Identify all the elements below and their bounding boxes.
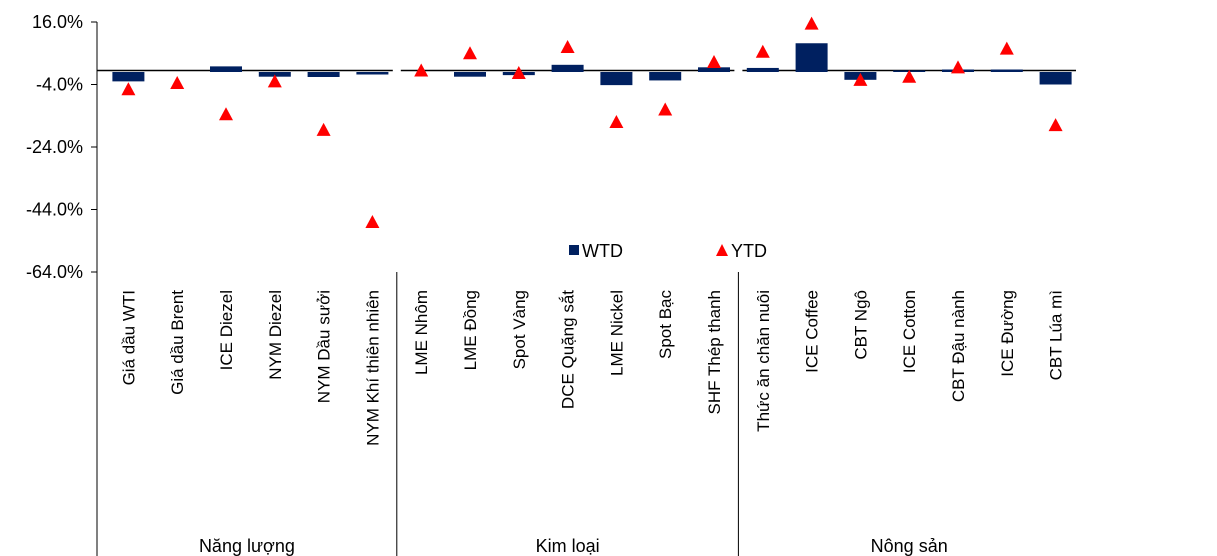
ytd-marker [755,44,770,58]
legend-wtd-label: WTD [582,241,623,261]
y-tick-label: -4.0% [36,75,83,95]
legend-ytd-swatch [716,244,728,256]
category-label: CBT Ngô [851,290,870,360]
ytd-marker [463,46,477,60]
y-axis: 16.0% -4.0% -24.0% -44.0% -64.0% [26,12,98,556]
category-label: NYM Khí thiên nhiên [363,290,382,446]
ytd-marker [658,102,673,116]
wtd-bar [1039,72,1072,85]
category-label: Spot Vàng [510,290,529,369]
wtd-bar [307,72,340,77]
ytd-marker [267,74,282,88]
category-label: LME Nickel [607,290,626,376]
ytd-marker [609,115,624,128]
ytd-marker [804,16,819,30]
category-label: CBT Đậu nành [949,290,968,402]
y-tick-label: 16.0% [32,12,83,32]
category-label: ICE Coffee [803,290,822,373]
y-tick-label: -64.0% [26,262,83,282]
legend: WTD YTD [569,241,767,261]
wtd-bar [551,64,584,72]
wtd-bar [210,66,242,72]
category-label: ICE Đường [998,290,1017,377]
group-label: Nông sản [871,536,948,556]
wtd-bar [600,72,633,86]
ytd-marker [121,82,136,96]
wtd-bar [649,72,682,81]
ytd-marker [999,41,1014,55]
ytd-marker [219,107,233,121]
wtd-bar [746,67,779,72]
ytd-marker [316,122,331,136]
y-tick-label: -44.0% [26,200,83,220]
y-tick-label: -24.0% [26,137,83,157]
category-label: Spot Bạc [656,290,675,359]
category-label: Giá dầu WTI [119,290,138,385]
wtd-bar [112,72,145,82]
wtd-bar [698,67,730,72]
ytd-marker [365,215,380,228]
ytd-marker [560,40,575,53]
category-label: Giá dầu Brent [168,290,187,395]
ytd-marker [170,75,185,89]
group-label: Kim loại [536,536,600,556]
plot-area [97,16,1076,228]
wtd-bar [990,69,1023,72]
x-axis: Giá dầu WTI Giá dầu Brent ICE Diezel NYM Di… [119,272,1066,556]
wtd-bar [454,72,486,77]
ytd-marker [414,63,429,77]
category-label: LME Nhôm [412,290,431,375]
category-label: CBT Lúa mì [1047,290,1066,380]
wtd-bar [356,72,389,75]
category-label: NYM Dầu sưởi [315,290,334,403]
wtd-bar [258,72,291,77]
ytd-marker [511,65,526,79]
category-label: NYM Diezel [266,290,285,380]
category-label: SHF Thép thanh [705,290,724,414]
category-label: Thức ăn chăn nuôi [754,290,773,432]
category-label: ICE Cotton [900,290,919,373]
wtd-bar [795,43,828,72]
legend-ytd-label: YTD [731,241,767,261]
ytd-marker [707,55,721,68]
category-label: LME Đồng [461,290,480,370]
ytd-marker [853,72,868,86]
group-label: Năng lượng [199,536,295,556]
ytd-marker [1048,118,1063,132]
legend-wtd-swatch [569,245,579,255]
category-label: DCE Quặng sắt [559,290,578,409]
category-label: ICE Diezel [217,290,236,370]
ytd-marker [902,69,917,83]
ytd-marker [951,60,965,74]
